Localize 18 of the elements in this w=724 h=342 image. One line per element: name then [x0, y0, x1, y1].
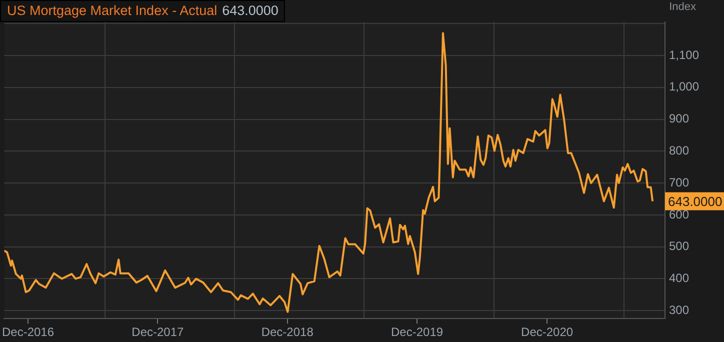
x-tick-label: Dec-2019 — [391, 325, 444, 340]
y-tick-label: 1,100 — [669, 48, 700, 62]
y-tick-label: 900 — [669, 112, 690, 126]
y-tick-label: 300 — [669, 302, 690, 317]
x-tick-label: Dec-2018 — [261, 325, 314, 340]
chart-title: US Mortgage Market Index - Actual — [7, 3, 218, 18]
y-tick-label: 1,000 — [669, 80, 700, 94]
y-tick-label: 600 — [669, 207, 690, 222]
y-tick-label: 400 — [669, 271, 690, 286]
y-tick-label: 800 — [669, 143, 690, 158]
y-tick-label: 500 — [669, 239, 690, 254]
y-tick-label: 700 — [669, 175, 690, 190]
x-tick-label: Dec-2017 — [132, 325, 184, 340]
text: 643.0000 — [222, 3, 278, 18]
annotation: 643.0000 — [668, 194, 722, 209]
y-axis-title: Index — [669, 1, 696, 13]
x-tick-label: Dec-2020 — [521, 325, 574, 340]
x-tick-label: Dec-2016 — [2, 325, 54, 340]
